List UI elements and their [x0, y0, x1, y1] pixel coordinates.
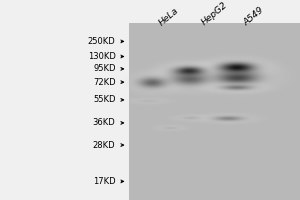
- Text: 95KD: 95KD: [93, 64, 116, 73]
- Text: A549: A549: [242, 5, 265, 27]
- Text: 72KD: 72KD: [93, 78, 116, 87]
- Text: 17KD: 17KD: [93, 177, 116, 186]
- Bar: [129, 23, 300, 200]
- Text: 55KD: 55KD: [93, 95, 116, 104]
- Text: HeLa: HeLa: [158, 6, 181, 27]
- Text: 28KD: 28KD: [93, 141, 116, 150]
- Text: HepG2: HepG2: [200, 1, 229, 27]
- Text: 130KD: 130KD: [88, 52, 116, 61]
- Text: 36KD: 36KD: [93, 118, 116, 127]
- Text: 250KD: 250KD: [88, 37, 116, 46]
